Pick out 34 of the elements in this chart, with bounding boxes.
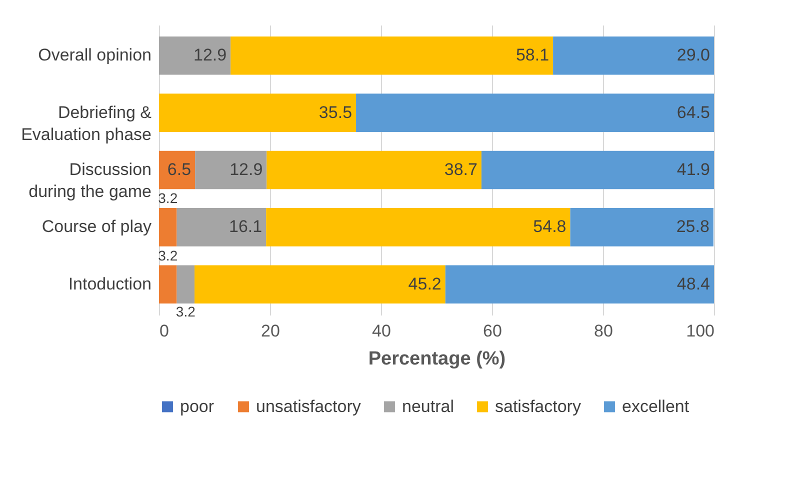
data-label: 3.2 (158, 247, 178, 264)
x-axis-title: Percentage (%) (368, 348, 506, 370)
data-label: 25.8 (676, 217, 710, 236)
data-label: 48.4 (676, 274, 710, 294)
data-label: 29.0 (676, 46, 710, 65)
y-tick-label: Discussion during the game (28, 160, 152, 201)
y-tick-label: Debriefing & Evaluation phase (21, 102, 152, 144)
data-label: 38.7 (444, 160, 478, 179)
legend-label: satisfactory (495, 396, 582, 416)
data-label: 12.9 (194, 46, 227, 65)
y-tick-label: Overall opinion (38, 46, 152, 65)
y-tick-label: Course of play (42, 217, 152, 236)
x-tick-label: 20 (261, 322, 280, 340)
data-label: 3.2 (176, 303, 196, 320)
data-label: 6.5 (167, 160, 192, 179)
x-tick-label: 40 (372, 322, 391, 340)
data-label: 64.5 (676, 102, 710, 122)
legend-label: neutral (402, 396, 454, 416)
x-tick-label: 0 (160, 322, 169, 340)
data-label: 3.2 (158, 190, 178, 206)
data-label: 58.1 (516, 46, 550, 65)
data-label: 12.9 (230, 160, 263, 179)
x-tick-label: 60 (483, 322, 502, 340)
x-tick-label: 100 (686, 322, 714, 340)
data-label: 45.2 (408, 274, 442, 294)
data-label: 41.9 (676, 160, 710, 179)
x-tick-label: 80 (594, 322, 613, 340)
data-label: 35.5 (318, 102, 352, 122)
legend-label: poor (180, 396, 214, 416)
legend-label: unsatisfactory (256, 396, 362, 416)
data-label: 54.8 (533, 217, 566, 236)
legend-label: excellent (622, 396, 690, 416)
y-tick-label: Intoduction (68, 274, 152, 294)
data-label: 16.1 (229, 217, 262, 236)
